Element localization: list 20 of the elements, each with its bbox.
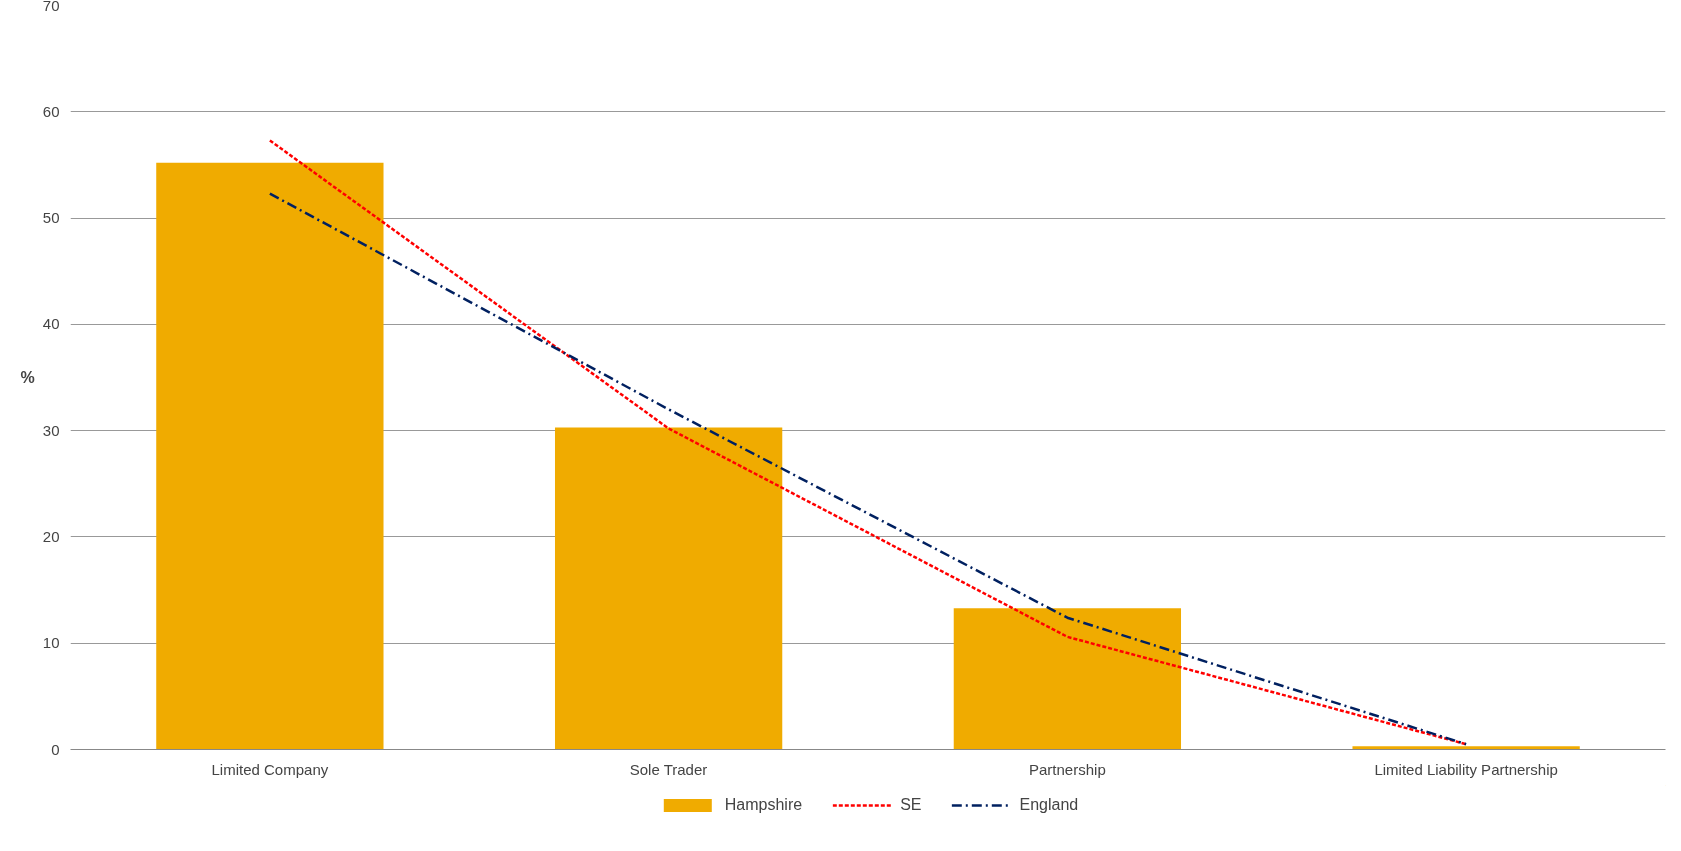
bar xyxy=(1352,746,1580,750)
y-tick-label: 10 xyxy=(42,634,60,652)
x-tick-label: Limited Company xyxy=(211,760,329,778)
bar xyxy=(953,608,1182,750)
x-tick-label: Partnership xyxy=(1029,760,1106,778)
legend-label: Hampshire xyxy=(724,796,803,814)
y-tick-label: 40 xyxy=(42,315,60,333)
y-tick-label: 70 xyxy=(42,0,60,14)
y-tick-label: 20 xyxy=(42,527,60,545)
y-tick-label: 50 xyxy=(42,209,60,227)
x-tick-label: Sole Trader xyxy=(629,760,708,778)
legend-label: England xyxy=(1019,796,1079,814)
y-tick-label: 0 xyxy=(51,740,60,758)
legend-label: SE xyxy=(900,796,922,814)
x-tick-label: Limited Liability Partnership xyxy=(1374,760,1558,778)
bar xyxy=(554,427,783,750)
y-tick-label: 30 xyxy=(42,421,60,439)
y-axis-title: % xyxy=(20,369,35,386)
bar xyxy=(156,162,384,750)
y-tick-label: 60 xyxy=(42,102,60,120)
